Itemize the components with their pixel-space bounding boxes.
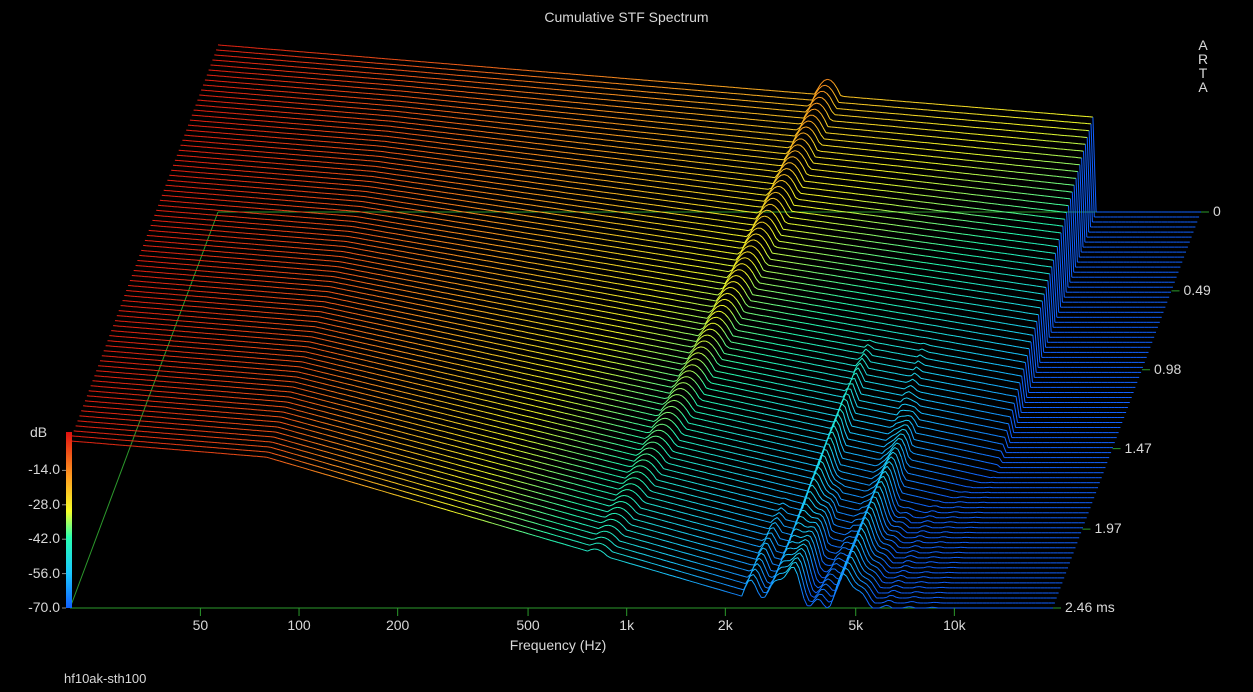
spectrum-slices xyxy=(69,44,1201,609)
z-unit-label: dB xyxy=(30,424,47,440)
x-tick-label: 10k xyxy=(924,617,984,633)
time-tick-label: 0 xyxy=(1213,203,1221,219)
z-ticks xyxy=(62,469,66,609)
z-tick-label: -28.0 xyxy=(0,496,60,512)
time-tick-label: 2.46 ms xyxy=(1065,599,1115,615)
time-tick-label: 1.47 xyxy=(1125,440,1152,456)
z-tick-label: -70.0 xyxy=(0,599,60,615)
x-ticks xyxy=(199,608,955,616)
z-tick-label: -14.0 xyxy=(0,461,60,477)
z-tick-label: -56.0 xyxy=(0,565,60,581)
chart-title: Cumulative STF Spectrum xyxy=(0,9,1253,25)
x-tick-label: 2k xyxy=(695,617,755,633)
x-tick-label: 5k xyxy=(826,617,886,633)
brand-letter: A xyxy=(1196,80,1210,94)
brand-letter: A xyxy=(1196,38,1210,52)
z-tick-label: -42.0 xyxy=(0,530,60,546)
time-tick-label: 0.98 xyxy=(1154,361,1181,377)
colorbar xyxy=(66,432,72,608)
file-name-label: hf10ak-sth100 xyxy=(64,671,146,686)
x-tick-label: 500 xyxy=(498,617,558,633)
x-tick-label: 1k xyxy=(597,617,657,633)
brand-letter: T xyxy=(1196,66,1210,80)
time-ticks xyxy=(1053,211,1209,609)
brand-letter: R xyxy=(1196,52,1210,66)
time-tick-label: 0.49 xyxy=(1184,282,1211,298)
x-tick-label: 50 xyxy=(170,617,230,633)
x-tick-label: 100 xyxy=(269,617,329,633)
time-tick-label: 1.97 xyxy=(1094,520,1121,536)
x-axis-label: Frequency (Hz) xyxy=(458,637,658,653)
x-tick-label: 200 xyxy=(368,617,428,633)
